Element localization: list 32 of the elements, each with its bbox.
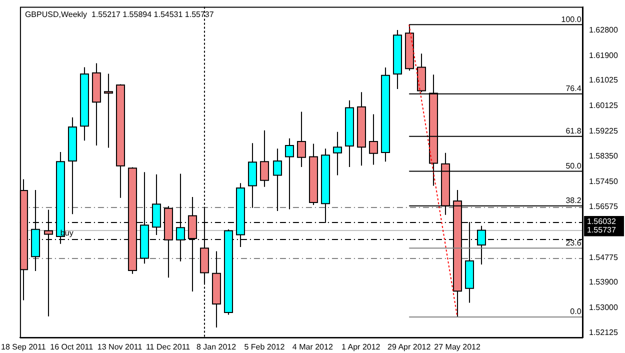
annotation: 50.0 bbox=[566, 161, 582, 170]
y-tick-label: 1.58350 bbox=[589, 151, 618, 160]
y-tick-label: 1.61900 bbox=[589, 50, 618, 60]
y-tick-label: 1.53000 bbox=[589, 303, 618, 312]
annotation: 38.2 bbox=[566, 196, 582, 206]
x-tick-label: 27 May 2012 bbox=[434, 342, 481, 352]
y-tick-label: 1.52125 bbox=[589, 328, 618, 337]
y-tick-label: 1.54775 bbox=[589, 252, 618, 262]
y-tick-label: 1.57450 bbox=[589, 176, 618, 186]
x-tick-label: 16 Oct 2011 bbox=[50, 342, 94, 352]
x-tick-label: 13 Nov 2011 bbox=[97, 342, 143, 352]
ref-line-label: 1.56032 bbox=[587, 217, 616, 226]
y-tick-label: 1.59225 bbox=[589, 126, 618, 136]
annotation: 61.8 bbox=[566, 126, 582, 136]
y-tick-label: 1.53900 bbox=[589, 278, 618, 287]
y-tick-label: 1.61025 bbox=[589, 76, 618, 85]
y-tick-label: 1.56575 bbox=[589, 202, 618, 211]
chart-title: GBPUSD,Weekly 1.55217 1.55894 1.54531 1.55737 bbox=[24, 10, 214, 20]
y-tick-label: 1.62800 bbox=[589, 25, 618, 34]
annotation: 76.4 bbox=[566, 84, 582, 94]
x-tick-label: 18 Sep 2011 bbox=[1, 342, 46, 352]
annotation: 100.0 bbox=[561, 14, 582, 24]
x-tick-label: 29 Apr 2012 bbox=[388, 342, 432, 352]
x-tick-label: 5 Feb 2012 bbox=[244, 342, 286, 352]
annotation: 23.6 bbox=[566, 238, 582, 248]
annotation: 0.0 bbox=[570, 307, 582, 316]
x-tick-label: 4 Mar 2012 bbox=[292, 342, 334, 352]
x-tick-label: 8 Jan 2012 bbox=[196, 342, 237, 352]
ref-line-label: 1.55737 bbox=[587, 226, 616, 235]
x-tick-label: 1 Apr 2012 bbox=[342, 342, 381, 352]
y-tick-label: 1.60125 bbox=[589, 101, 618, 110]
x-tick-label: 11 Dec 2011 bbox=[146, 342, 191, 352]
